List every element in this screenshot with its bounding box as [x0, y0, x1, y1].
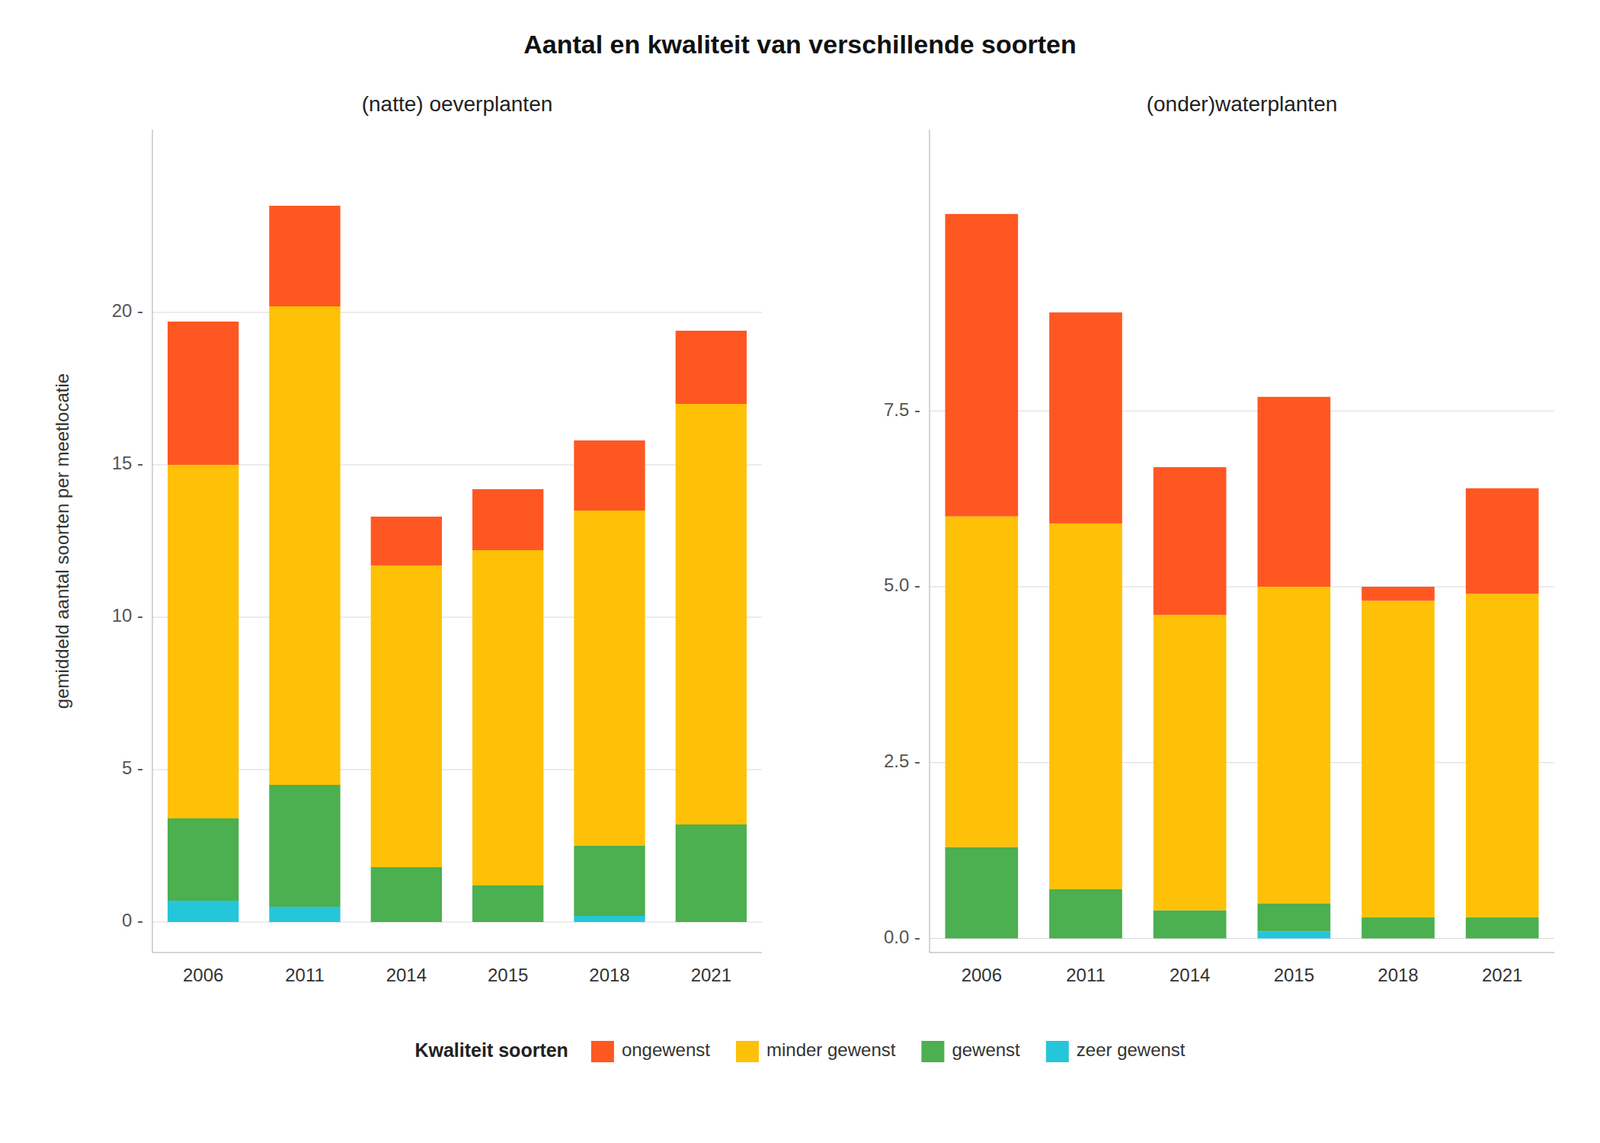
chart: Aantal en kwaliteit van verschillende so… [0, 0, 1600, 1143]
x-axis-line [929, 952, 1555, 954]
y-axis-line [929, 129, 931, 953]
bars [945, 214, 1540, 939]
legend-title: Kwaliteit soorten [414, 1039, 568, 1061]
panel: (natte) oeverplanten 0 - 5 - 10 - 15 - 20 - 20… [51, 92, 762, 986]
bar [675, 330, 747, 404]
bar [573, 440, 645, 511]
bar [167, 464, 239, 819]
title: Aantal en kwaliteit van verschillende so… [523, 29, 1077, 59]
grid-line [929, 410, 1555, 412]
bar [573, 915, 645, 922]
y-tick-label: 0.0 - [883, 926, 921, 948]
bar [472, 550, 544, 886]
x-tick-label: 2018 [588, 964, 630, 986]
bar [1153, 910, 1227, 939]
x-tick-label: 2006 [182, 964, 224, 986]
legend-label: gewenst [951, 1039, 1021, 1060]
bar [167, 900, 239, 922]
bar [371, 565, 442, 868]
grid-line [152, 464, 762, 466]
y-axis-label: gemiddeld aantal soorten per meetlocatie [51, 373, 73, 709]
grid-line [152, 769, 762, 771]
bar [1153, 467, 1227, 615]
bar [167, 321, 239, 465]
grid-line [152, 617, 762, 618]
x-tick-label: 2018 [1377, 964, 1418, 986]
bar [268, 205, 340, 307]
bar [1361, 917, 1435, 939]
legend: Kwaliteit soorten ongewenst minder gewenst… [414, 1039, 1185, 1063]
x-tick-label: 2006 [961, 964, 1002, 986]
bar [1257, 902, 1332, 932]
y-tick-label: 0 - [121, 909, 144, 931]
bar [945, 847, 1019, 939]
grid-line [929, 586, 1555, 588]
bar [167, 818, 239, 901]
bar [268, 906, 340, 922]
y-tick-label: 10 - [112, 604, 144, 626]
bar [1465, 917, 1540, 939]
grid-line [152, 312, 762, 314]
legend-label: ongewenst [621, 1039, 711, 1060]
grid-line [929, 761, 1555, 763]
bar [472, 489, 544, 551]
grid-line [929, 937, 1555, 939]
bar [573, 845, 645, 916]
bar [675, 403, 747, 825]
bar [945, 516, 1019, 848]
legend-swatch [1046, 1040, 1069, 1063]
y-axis-line [152, 129, 154, 953]
bar [1049, 312, 1123, 524]
x-tick-label: 2014 [386, 964, 427, 986]
legend-swatch [591, 1040, 615, 1063]
background [0, 0, 1600, 1143]
legend-swatch [921, 1040, 944, 1063]
bar [1257, 586, 1332, 903]
y-tick-label: 20 - [112, 300, 144, 321]
x-tick-label: 2011 [1065, 964, 1106, 986]
bar [1361, 586, 1435, 601]
legend-label: zeer gewenst [1076, 1039, 1186, 1060]
x-tick-label: 2021 [691, 964, 732, 986]
subtitle: (natte) oeverplanten [361, 92, 554, 116]
x-tick-label: 2011 [284, 964, 325, 986]
legend-label: minder gewenst [766, 1039, 896, 1060]
bar [371, 867, 442, 922]
bar [268, 784, 340, 907]
bar [945, 214, 1019, 517]
x-axis-line [152, 952, 762, 954]
bar [1465, 488, 1540, 594]
y-tick-label: 2.5 - [883, 750, 921, 772]
bar [1257, 931, 1332, 938]
bar [371, 516, 442, 566]
x-tick-label: 2015 [487, 964, 528, 986]
bar [1465, 593, 1540, 918]
panel: (onder)waterplanten 0.0 - 2.5 - 5.0 - 7.5 - 2… [883, 92, 1555, 986]
grid-line [152, 921, 762, 923]
y-tick-label: 5 - [121, 757, 144, 778]
bar [472, 885, 544, 922]
bar [1049, 523, 1123, 890]
y-tick-label: 15 - [112, 452, 144, 474]
x-tick-label: 2015 [1273, 964, 1315, 986]
x-tick-label: 2014 [1169, 964, 1210, 986]
bar [1361, 600, 1435, 917]
bar [573, 510, 645, 846]
bars [167, 205, 747, 922]
bar [1153, 614, 1227, 911]
bar [268, 306, 340, 785]
bar [1049, 889, 1123, 939]
legend-swatch [736, 1040, 759, 1063]
bar [1257, 396, 1332, 587]
x-tick-label: 2021 [1481, 964, 1523, 986]
y-tick-label: 5.0 - [883, 574, 921, 596]
y-tick-label: 7.5 - [883, 399, 921, 420]
subtitle: (onder)waterplanten [1146, 92, 1338, 116]
bar [675, 824, 747, 922]
